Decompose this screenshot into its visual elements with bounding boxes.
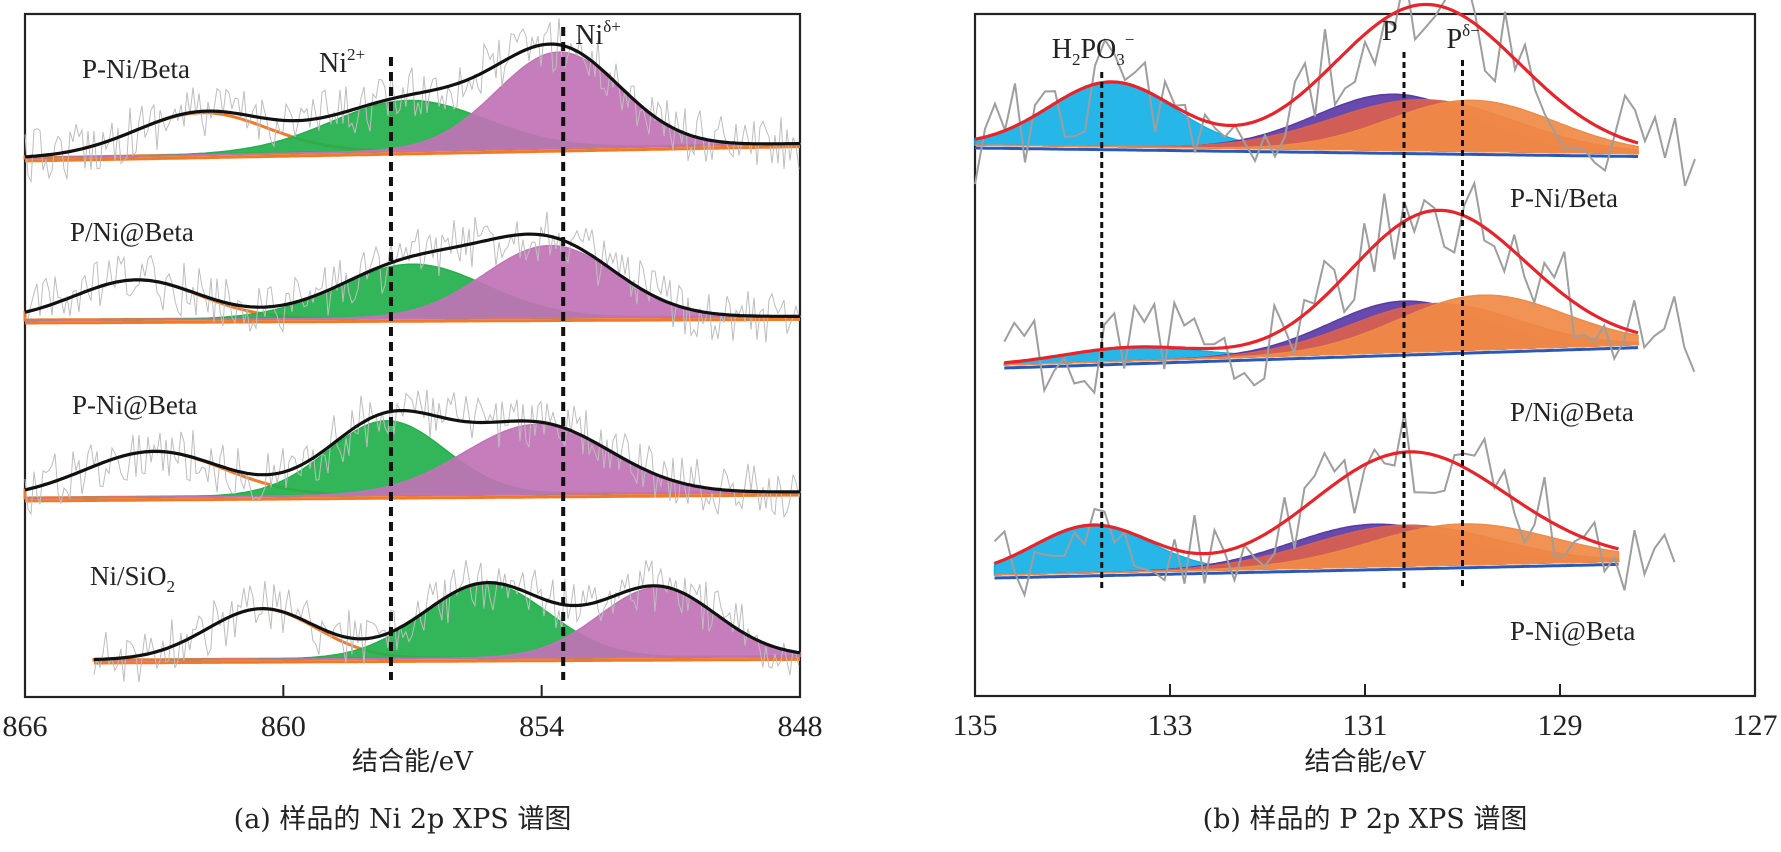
series-p-ni-beta	[1003, 179, 1696, 396]
envelope-fit-line	[24, 409, 800, 494]
baseline-line	[25, 493, 800, 503]
panel-caption: (a) 样品的 Ni 2p XPS 谱图	[234, 804, 572, 835]
sample-label: Ni/SiO2	[90, 561, 175, 596]
peak-label-main: P	[1447, 24, 1463, 55]
peak-label-superscript: δ−	[1462, 21, 1480, 40]
raw-spectrum-line	[974, 0, 1696, 187]
x-tick-label: 135	[953, 709, 998, 742]
x-axis-title: 结合能/eV	[1305, 747, 1427, 777]
peak-label: H2PO3−	[1052, 30, 1135, 69]
series-p-ni-beta	[974, 0, 1696, 187]
envelope-fit-line	[1004, 208, 1639, 365]
sample-label: P-Ni@Beta	[72, 390, 197, 420]
baseline-line	[25, 317, 800, 325]
x-tick-label: 127	[1733, 709, 1778, 742]
raw-spectrum-line	[993, 412, 1676, 599]
envelope-fit-line	[24, 232, 801, 318]
baseline-line	[1004, 346, 1639, 370]
baseline-line	[975, 146, 1638, 158]
series-p-ni-beta	[23, 389, 801, 519]
series-p-ni-beta	[993, 412, 1676, 599]
x-tick-label: 860	[261, 710, 306, 743]
peak-label: P	[1382, 16, 1398, 47]
plot-frame	[23, 12, 802, 699]
x-tick-label: 133	[1148, 709, 1193, 742]
sample-label: P/Ni@Beta	[1510, 397, 1634, 427]
sample-label-subscript: 2	[167, 577, 176, 596]
peak-label: Ni2+	[319, 45, 365, 79]
sample-label: P/Ni@Beta	[70, 217, 194, 247]
baseline-line	[994, 562, 1619, 580]
baseline-line	[93, 657, 800, 665]
peak-label-part: PO	[1080, 34, 1116, 65]
x-tick-label: 848	[778, 710, 823, 743]
sample-label: P-Ni/Beta	[1510, 183, 1618, 213]
peak-label-sub: 3	[1116, 50, 1125, 69]
x-tick-label: 866	[3, 710, 48, 743]
component-Ni-peak	[93, 586, 801, 661]
peak-label-superscript: 2+	[347, 45, 365, 64]
x-tick-label: 131	[1343, 709, 1388, 742]
raw-spectrum-line	[1003, 179, 1696, 396]
x-tick-label: 854	[519, 710, 564, 743]
peak-label-sub: 2	[1072, 50, 1081, 69]
x-tick-label: 129	[1538, 709, 1583, 742]
series-ni-sio2	[92, 559, 801, 683]
baseline-line	[24, 145, 801, 163]
peak-label-sup: −	[1125, 30, 1135, 49]
peak-label-main: Ni	[575, 20, 603, 51]
panel-caption: (b) 样品的 P 2p XPS 谱图	[1203, 804, 1528, 835]
raw-spectrum-line	[93, 559, 800, 683]
sample-label: P-Ni@Beta	[1510, 616, 1635, 646]
envelope-fit-line	[974, 2, 1639, 145]
series-p-ni-beta	[23, 211, 801, 343]
peak-label-main: Ni	[319, 48, 347, 79]
peak-label-part: H	[1052, 34, 1072, 65]
peak-label: Pδ−	[1447, 21, 1480, 55]
x-axis-title: 结合能/eV	[352, 747, 474, 777]
component-P-peak	[1004, 294, 1639, 366]
raw-spectrum-line	[24, 18, 800, 184]
raw-spectrum-line	[24, 211, 800, 343]
envelope-fit-line	[993, 450, 1619, 565]
series-p-ni-beta	[23, 18, 801, 184]
envelope-fit-line	[93, 580, 801, 662]
sample-label-main: Ni/SiO	[90, 561, 167, 591]
envelope-fit-line	[24, 42, 801, 159]
raw-spectrum-line	[24, 389, 800, 519]
peak-label: Niδ+	[575, 17, 621, 51]
panel-a-ni2p: P-Ni/BetaP/Ni@BetaP-Ni@BetaNi/SiO2Ni2+Ni…	[3, 12, 823, 835]
peak-label-superscript: δ+	[603, 17, 621, 36]
sample-label: P-Ni/Beta	[82, 54, 190, 84]
